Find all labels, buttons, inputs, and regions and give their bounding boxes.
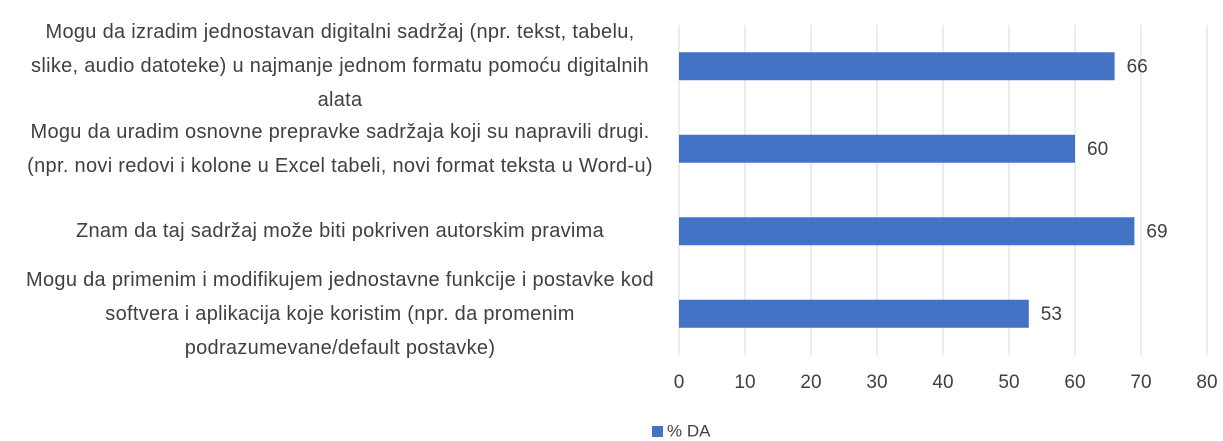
x-tick-label: 80	[1196, 372, 1217, 393]
bar	[679, 52, 1115, 81]
value-label: 69	[1146, 221, 1167, 242]
x-tick-label: 0	[674, 372, 685, 393]
x-tick-label: 40	[932, 372, 953, 393]
legend-label: % DA	[667, 421, 711, 440]
category-label: Znam da taj sadržaj može biti pokriven a…	[75, 220, 605, 243]
x-tick-label: 70	[1130, 372, 1151, 393]
category-label: Mogu da uradim osnovne prepravke sadržaj…	[27, 120, 653, 177]
category-label: Mogu da primenim i modifikujem jednostav…	[26, 268, 654, 359]
category-label: Mogu da izradim jednostavan digitalni sa…	[31, 21, 649, 112]
value-label: 66	[1127, 56, 1148, 77]
value-label: 60	[1087, 139, 1108, 160]
bar	[679, 217, 1135, 246]
bar	[679, 134, 1075, 163]
bar	[679, 299, 1029, 328]
x-tick-label: 10	[734, 372, 755, 393]
x-tick-label: 30	[866, 372, 887, 393]
x-tick-label: 60	[1064, 372, 1085, 393]
legend-swatch	[652, 426, 663, 437]
x-tick-label: 50	[998, 372, 1019, 393]
x-tick-label: 20	[800, 372, 821, 393]
value-label: 53	[1041, 304, 1062, 325]
